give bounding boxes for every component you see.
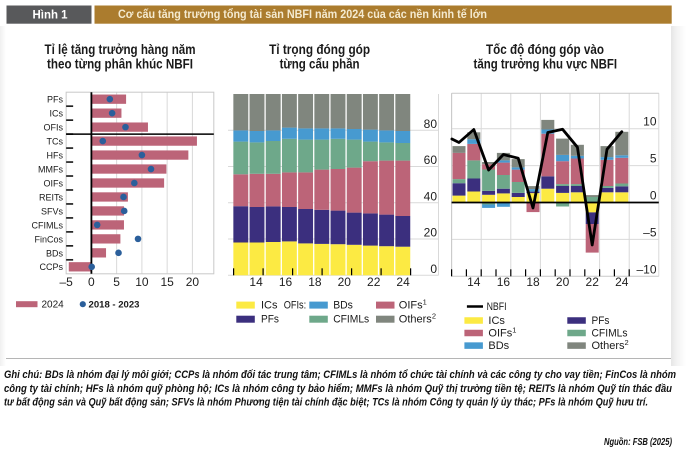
svg-text:22: 22: [586, 275, 600, 289]
svg-text:PFs: PFs: [261, 314, 279, 326]
svg-text:OIFs1: OIFs1: [399, 298, 427, 312]
svg-text:CFIMLs: CFIMLs: [333, 314, 369, 326]
svg-text:Tốc độ đóng góp vào: Tốc độ đóng góp vào: [486, 41, 604, 57]
svg-text:16: 16: [497, 275, 511, 289]
svg-text:Tỉ trọng đóng góp: Tỉ trọng đóng góp: [269, 41, 370, 57]
svg-text:18: 18: [526, 275, 540, 289]
svg-text:10: 10: [643, 115, 657, 129]
svg-text:10: 10: [135, 275, 149, 289]
svg-text:Cơ cấu tăng trưởng tổng tài sả: Cơ cấu tăng trưởng tổng tài sản NBFI năm…: [118, 9, 487, 21]
svg-text:OFIs:: OFIs:: [284, 300, 307, 312]
svg-text:PFs: PFs: [592, 315, 610, 327]
svg-text:từng cấu phần: từng cấu phần: [280, 55, 360, 71]
svg-text:PFs: PFs: [47, 95, 64, 105]
svg-text:–5: –5: [643, 225, 657, 239]
svg-text:theo từng phân khúc NBFI: theo từng phân khúc NBFI: [47, 55, 193, 71]
svg-text:22: 22: [367, 275, 381, 289]
svg-text:BDs: BDs: [488, 340, 509, 352]
svg-text:–10: –10: [636, 262, 656, 276]
svg-text:Tỉ lệ tăng trưởng hàng năm: Tỉ lệ tăng trưởng hàng năm: [45, 41, 196, 57]
svg-text:80: 80: [424, 117, 438, 131]
svg-text:HFs: HFs: [47, 150, 64, 160]
svg-text:2018 - 2023: 2018 - 2023: [89, 299, 140, 310]
svg-text:REITs: REITs: [39, 192, 64, 202]
svg-text:15: 15: [160, 275, 174, 289]
svg-text:CFIMLs: CFIMLs: [592, 328, 628, 340]
svg-text:OFIs: OFIs: [44, 123, 64, 133]
svg-text:18: 18: [308, 275, 322, 289]
svg-text:tăng trưởng khu vực NBFI: tăng trưởng khu vực NBFI: [474, 55, 618, 71]
svg-text:5: 5: [113, 275, 120, 289]
svg-text:SFVs: SFVs: [41, 206, 64, 216]
svg-text:Ghi chú: BDs là nhóm đại lý mô: Ghi chú: BDs là nhóm đại lý môi giới; CC…: [4, 369, 676, 381]
svg-text:14: 14: [249, 275, 263, 289]
svg-text:20: 20: [424, 226, 438, 240]
svg-text:CFIMLs: CFIMLs: [32, 220, 64, 230]
svg-text:0: 0: [430, 262, 437, 276]
svg-text:OIFs1: OIFs1: [488, 326, 516, 340]
svg-text:0: 0: [650, 189, 657, 203]
svg-text:–5: –5: [59, 275, 73, 289]
svg-text:Hình 1: Hình 1: [33, 10, 69, 22]
svg-text:24: 24: [396, 275, 410, 289]
svg-text:5: 5: [650, 152, 657, 166]
svg-text:FinCos: FinCos: [34, 234, 63, 244]
svg-text:MMFs: MMFs: [38, 164, 63, 174]
svg-text:14: 14: [467, 275, 481, 289]
svg-text:Others2: Others2: [592, 338, 629, 352]
svg-text:ICs: ICs: [261, 300, 278, 312]
svg-text:2024: 2024: [42, 299, 65, 310]
svg-text:24: 24: [615, 275, 629, 289]
svg-text:20: 20: [556, 275, 570, 289]
svg-text:BDs: BDs: [333, 300, 353, 312]
svg-text:Others2: Others2: [399, 312, 436, 326]
svg-text:ICs: ICs: [488, 315, 505, 327]
svg-text:ICs: ICs: [50, 109, 64, 119]
svg-text:TCs: TCs: [47, 136, 64, 146]
svg-text:0: 0: [88, 275, 95, 289]
svg-text:CCPs: CCPs: [39, 262, 63, 272]
svg-text:BDs: BDs: [46, 248, 64, 258]
svg-text:tư bất động sản và Quỹ bất độn: tư bất động sản và Quỹ bất động sản; SFV…: [4, 396, 648, 408]
svg-text:40: 40: [424, 189, 438, 203]
svg-text:NBFI: NBFI: [487, 301, 507, 313]
svg-text:OIFs: OIFs: [44, 178, 64, 188]
svg-text:20: 20: [186, 275, 200, 289]
svg-text:Nguồn: FSB (2025): Nguồn: FSB (2025): [604, 436, 672, 448]
svg-text:60: 60: [424, 153, 438, 167]
svg-text:20: 20: [338, 275, 352, 289]
svg-text:16: 16: [279, 275, 293, 289]
svg-text:công ty tài chính; HFs là nhóm: công ty tài chính; HFs là nhóm quỹ phòng…: [4, 383, 672, 395]
